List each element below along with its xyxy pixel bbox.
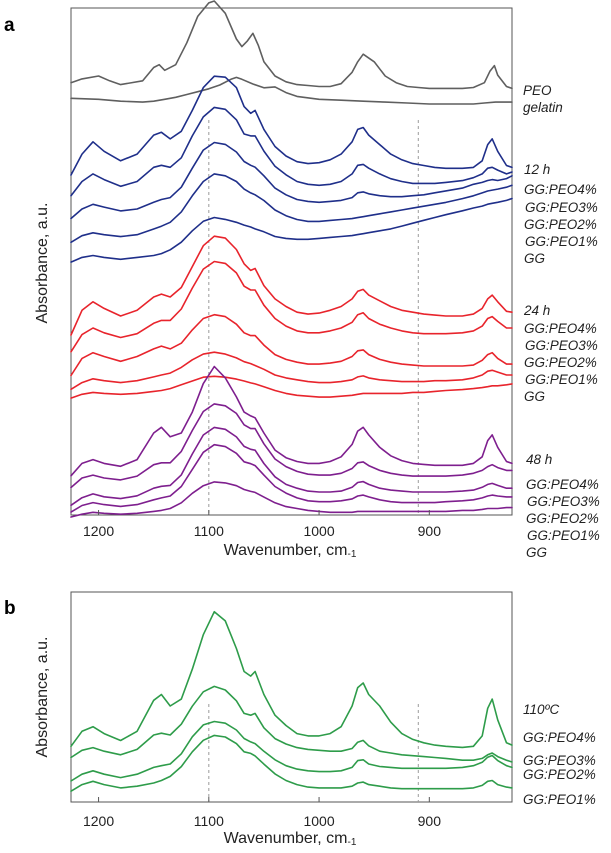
- legend-peo: PEO: [523, 83, 552, 98]
- x-ticks-a: 1200 1100 1000 900: [83, 510, 441, 539]
- legend-48-h-gg-peo3: GG:PEO3%: [527, 494, 600, 509]
- legend-12-h-gg-peo4: GG:PEO4%: [524, 182, 597, 197]
- x-tick-label-1200: 1200: [83, 523, 114, 539]
- series-12-h-gg: [70, 197, 513, 263]
- legend-48-h-gg: GG: [526, 545, 547, 560]
- series-b: [70, 610, 513, 792]
- series-12-h-gg-peo2: [70, 141, 513, 220]
- legend-110-c-gg-peo1: GG:PEO1%: [523, 792, 596, 807]
- legend-24-h-gg-peo1: GG:PEO1%: [525, 372, 598, 387]
- legend-48-h-gg-peo1: GG:PEO1%: [527, 528, 600, 543]
- legend-110-c-gg-peo3: GG:PEO3%: [523, 753, 596, 768]
- series-110-c-gg-peo1: [70, 734, 513, 792]
- legend-12-h-gg: GG: [524, 251, 545, 266]
- x-tick-label-900: 900: [418, 813, 442, 829]
- x-axis-title-b: Wavenumber, cm-1: [224, 830, 357, 848]
- x-tick-label-1200: 1200: [83, 813, 114, 829]
- group-label-110-c: 110ºC: [523, 702, 559, 717]
- series-a: [70, 0, 513, 518]
- series-24-h-gg-peo3: [70, 260, 513, 353]
- legend-24-h-gg-peo4: GG:PEO4%: [524, 321, 597, 336]
- series-gelatin: [70, 76, 513, 105]
- panel-b: b 1200 1100 1000 900 110ºCGG:PEO4%GG:PEO3%G…: [4, 591, 596, 848]
- reference-lines-a: [208, 120, 419, 515]
- series-12-h-gg-peo1: [70, 173, 513, 244]
- legend-48-h-gg-peo4: GG:PEO4%: [526, 477, 599, 492]
- panel-letter-b: b: [4, 598, 16, 619]
- y-axis-title-b: Absorbance, a.u.: [34, 637, 51, 758]
- reference-lines-b: [208, 704, 419, 802]
- panel-a: a 1200 1100 1000 900 PEO gelatin 12 h GG:PEO4%…: [4, 0, 600, 560]
- x-tick-label-1000: 1000: [303, 813, 334, 829]
- legend-12-h-gg-peo2: GG:PEO2%: [524, 217, 597, 232]
- x-axis-title-a: Wavenumber, cm-1: [224, 542, 357, 560]
- legend-24-h-gg: GG: [524, 389, 545, 404]
- series-24-h-gg-peo1: [70, 351, 513, 391]
- group-label-24-h: 24 h: [523, 303, 550, 318]
- series-110-c-gg-peo2: [70, 720, 513, 782]
- panel-letter-a: a: [4, 15, 15, 36]
- x-tick-label-900: 900: [418, 523, 442, 539]
- series-110-c-gg-peo3: [70, 685, 513, 763]
- plot-frame-b: [70, 591, 513, 803]
- legend-12-h-gg-peo3: GG:PEO3%: [525, 200, 598, 215]
- legend-gelatin: gelatin: [523, 100, 563, 115]
- series-48-h-gg-peo4: [70, 365, 513, 477]
- x-tick-label-1100: 1100: [194, 523, 224, 539]
- series-24-h-gg-peo2: [70, 313, 513, 377]
- group-label-12-h: 12 h: [524, 162, 550, 177]
- series-48-h-gg-peo3: [70, 403, 513, 489]
- legend-48-h-gg-peo2: GG:PEO2%: [526, 511, 599, 526]
- legend-110-c-gg-peo2: GG:PEO2%: [523, 767, 596, 782]
- x-tick-label-1000: 1000: [303, 523, 334, 539]
- series-24-h-gg-peo4: [70, 235, 513, 336]
- plot-frame-a: [70, 7, 513, 516]
- x-tick-label-1100: 1100: [194, 813, 224, 829]
- series-12-h-gg-peo3: [70, 106, 513, 197]
- series-peo: [70, 0, 513, 90]
- legend-b: 110ºC GG:PEO4% GG:PEO3%GG:PEO2% GG:PEO1%: [523, 702, 596, 807]
- series-24-h-gg: [70, 375, 513, 399]
- group-label-48-h: 48 h: [526, 452, 552, 467]
- legend-12-h-gg-peo1: GG:PEO1%: [525, 234, 598, 249]
- series-48-h-gg-peo1: [70, 443, 513, 513]
- legend-110-c-gg-peo4: GG:PEO4%: [523, 730, 596, 745]
- series-12-h-gg-peo4: [70, 75, 513, 176]
- legend-24-h-gg-peo3: GG:PEO3%: [525, 338, 598, 353]
- series-48-h-gg: [70, 481, 513, 518]
- y-axis-title-a: Absorbance, a.u.: [34, 203, 51, 324]
- x-ticks-b: 1200 1100 1000 900: [83, 797, 441, 829]
- legend-a: PEO gelatin 12 h GG:PEO4% GG:PEO3% GG:PEO2% GG…: [523, 83, 600, 560]
- series-110-c-gg-peo4: [70, 610, 513, 749]
- legend-24-h-gg-peo2: GG:PEO2%: [524, 355, 597, 370]
- series-48-h-gg-peo2: [70, 426, 513, 507]
